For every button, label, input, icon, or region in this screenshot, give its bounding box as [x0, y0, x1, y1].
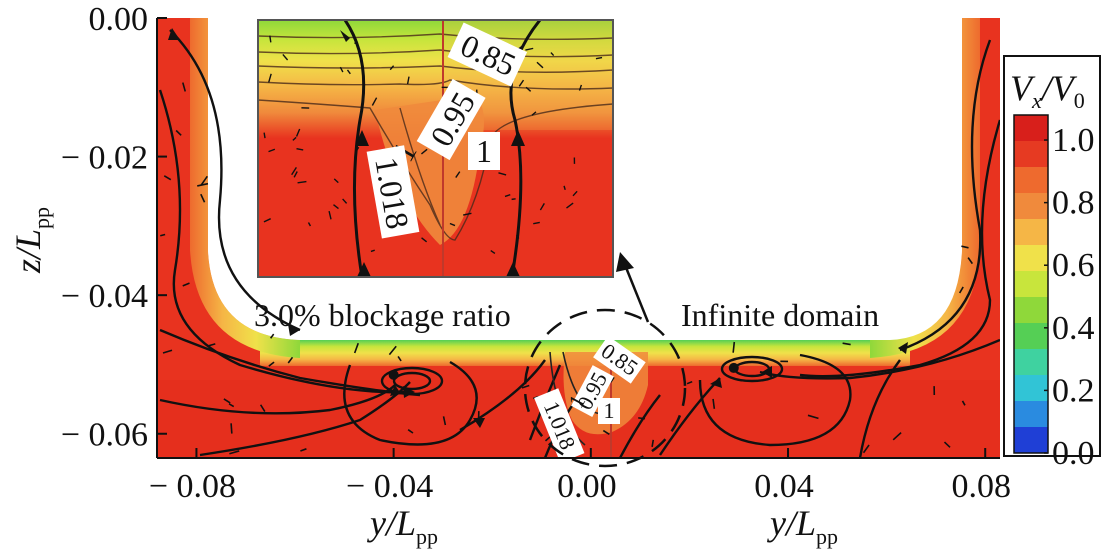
contour-label: 1 — [604, 398, 615, 423]
colorbar-ticks: 1.0 0.8 0.6 0.4 0.2 0.0 — [1044, 122, 1095, 472]
x-tick-label: − 0.04 — [346, 468, 433, 505]
colorbar-tick-label: 0.0 — [1052, 435, 1095, 472]
main-contour-labels: 0.85 0.95 1 1 1.018 — [534, 335, 646, 463]
y-tick-label: − 0.02 — [61, 140, 148, 177]
colorbar-swatches — [1014, 115, 1048, 454]
colorbar-swatch — [1014, 375, 1048, 402]
x-tick-label: − 0.08 — [149, 468, 236, 505]
colorbar-swatch — [1014, 323, 1048, 350]
x-axis-label-right: y/Lpp — [767, 503, 838, 549]
svg-text:y/Lpp: y/Lpp — [767, 503, 838, 549]
colorbar-swatch — [1014, 349, 1048, 376]
inset-frame — [257, 19, 614, 278]
colorbar-swatch — [1014, 193, 1048, 220]
inset-zoom: 0.85 0.95 1 1 1.018 — [257, 19, 614, 278]
x-axis-label-main: y/L — [767, 503, 816, 543]
colorbar-tick-label: 1.0 — [1052, 122, 1095, 159]
y-axis-label-sub: pp — [29, 207, 54, 229]
highlight-ellipse — [523, 308, 687, 468]
colorbar-swatch — [1014, 401, 1048, 428]
boundary-layer-left — [190, 18, 300, 358]
x-axis-ticks: − 0.08 − 0.04 0.00 0.04 0.08 — [149, 448, 1011, 505]
x-axis-label-left: y/Lpp — [367, 503, 438, 549]
inset-contours — [258, 33, 613, 241]
x-axis-label-sub: pp — [416, 524, 438, 549]
colorbar-swatch — [1014, 219, 1048, 246]
colorbar-swatch — [1014, 141, 1048, 168]
axes: 0.00− 0.02− 0.04− 0.06 − 0.08− 0.04 0.00 0… — [61, 1, 1011, 505]
colorbar-tick-label: 0.8 — [1052, 185, 1095, 222]
streamline-arrowheads — [168, 28, 908, 428]
y-tick-label: − 0.06 — [61, 417, 148, 454]
y-axis-ticks: 0.00 − 0.02 − 0.04 − 0.06 — [61, 1, 167, 454]
y-tick-label: 0.00 — [89, 1, 149, 38]
svg-text:y/Lpp: y/Lpp — [367, 503, 438, 549]
colorbar-swatch — [1014, 297, 1048, 324]
colorbar-tick-label: 0.4 — [1052, 310, 1095, 347]
x-tick-label: 0.00 — [557, 468, 617, 505]
svg-text:z/Lpp: z/Lpp — [8, 207, 54, 274]
x-axis-label-sub: pp — [816, 524, 838, 549]
zoom-arrow — [616, 252, 650, 323]
x-tick-label: 0.04 — [754, 468, 814, 505]
y-axis-label: z/Lpp — [8, 207, 54, 274]
colorbar: Vx/V0 1.0 0.8 0.6 0.4 0.2 0.0 — [1003, 55, 1101, 472]
colorbar-title: Vx/V0 — [1010, 68, 1085, 113]
inset-contour-label: 1 — [476, 133, 492, 169]
colorbar-swatch — [1014, 427, 1048, 454]
colorbar-tick-label: 0.2 — [1052, 372, 1095, 409]
y-axis-label-main: z/L — [8, 229, 48, 274]
colorbar-tick-label: 0.6 — [1052, 247, 1095, 284]
annotation-right: Infinite domain — [681, 297, 879, 333]
y-tick-label: − 0.04 — [61, 278, 148, 315]
boundary-layer-right — [870, 18, 980, 358]
x-tick-label: 0.08 — [951, 468, 1011, 505]
colorbar-swatch — [1014, 167, 1048, 194]
annotation-left: 3.0% blockage ratio — [254, 297, 511, 333]
colorbar-swatch — [1014, 115, 1048, 142]
colorbar-swatch — [1014, 271, 1048, 298]
colorbar-swatch — [1014, 245, 1048, 272]
x-axis-label-main: y/L — [367, 503, 416, 543]
vortex-center-left — [388, 369, 399, 380]
vortex-center-right — [728, 362, 739, 373]
